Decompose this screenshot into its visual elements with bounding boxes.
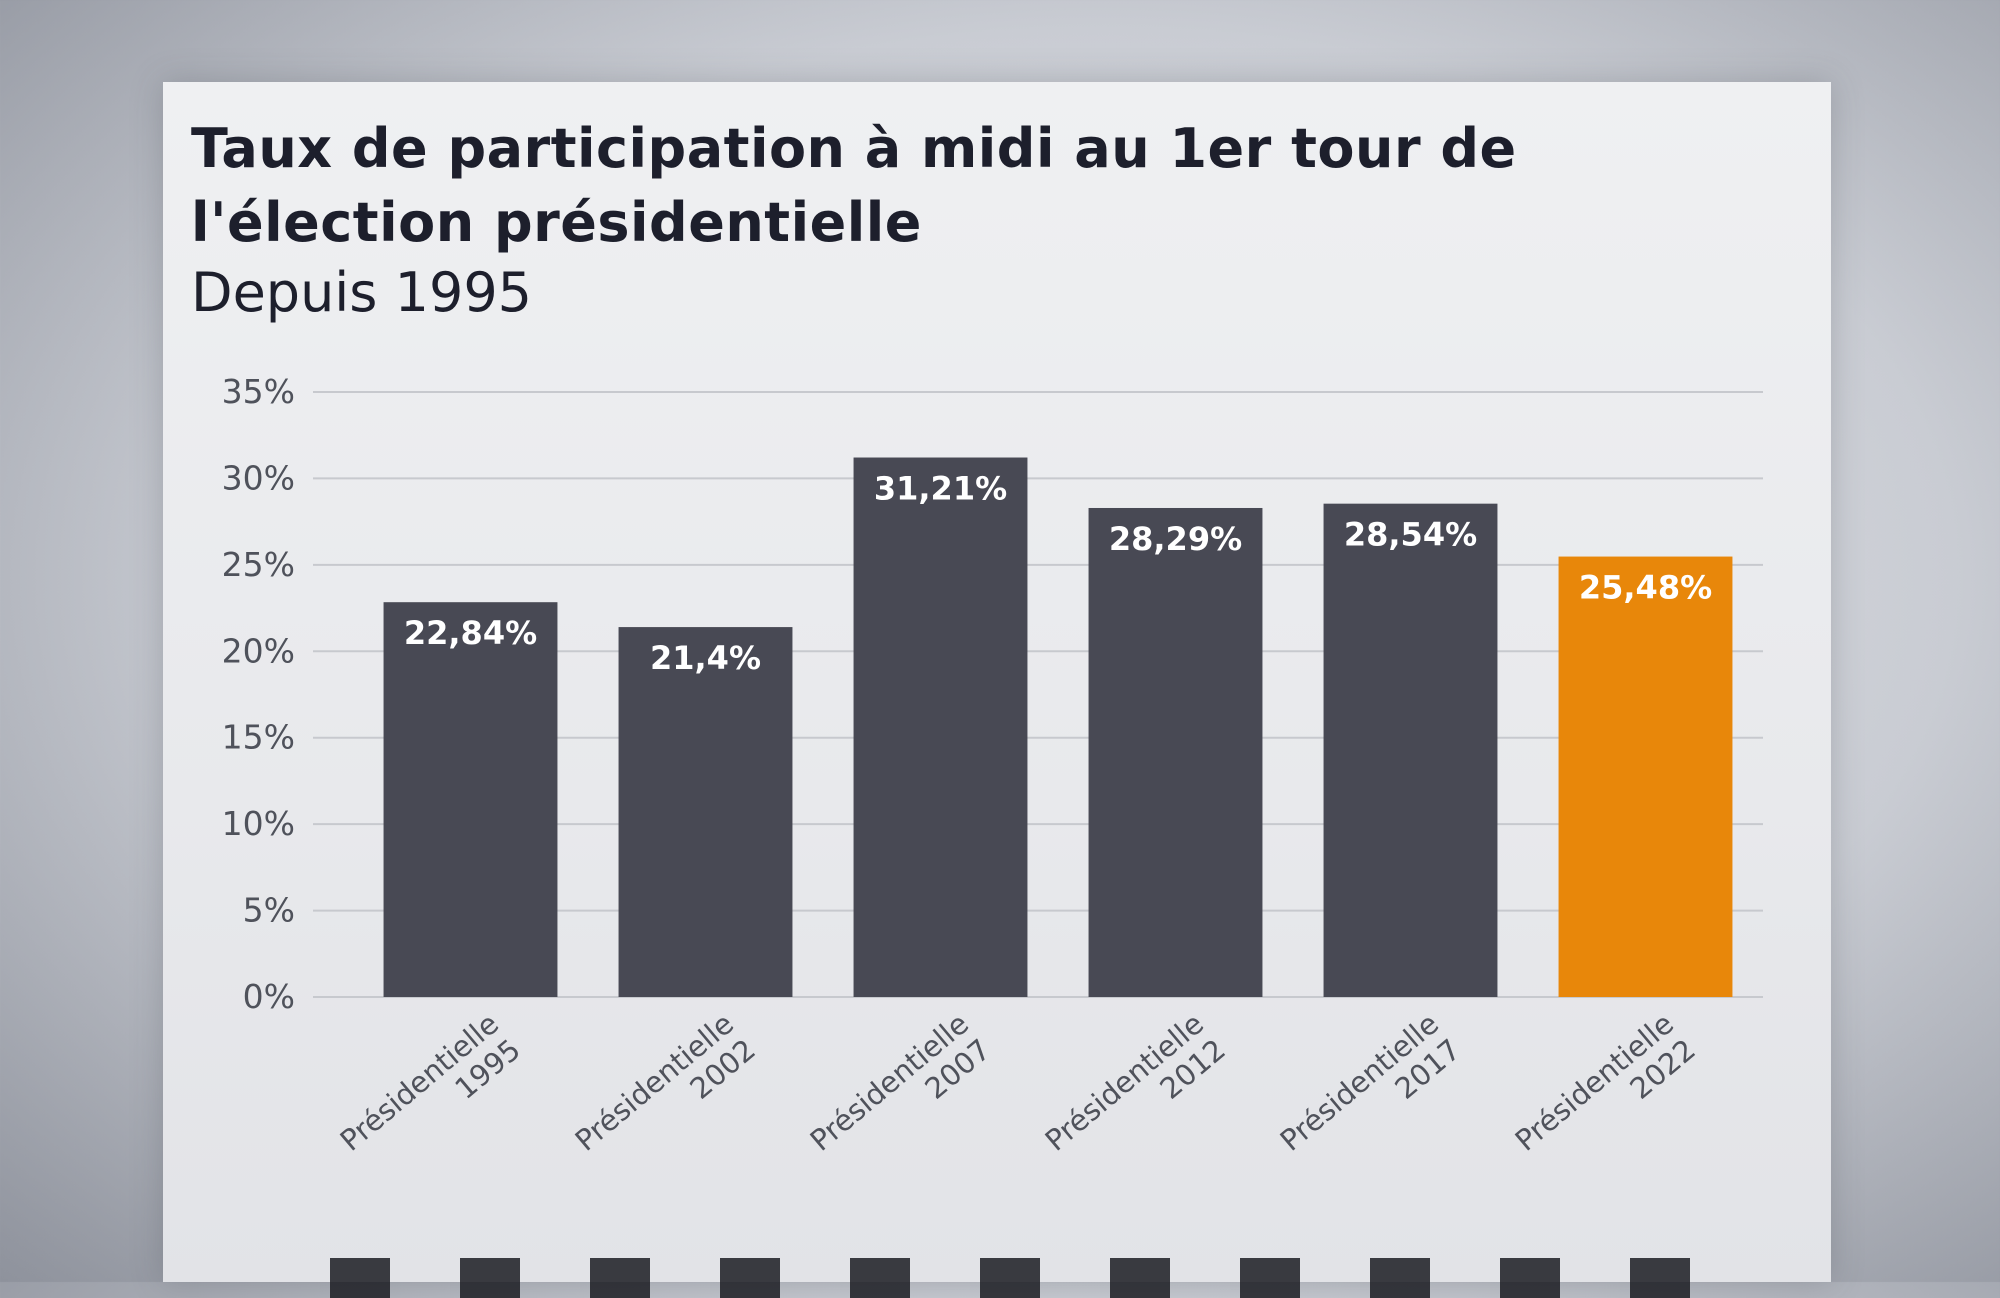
y-tick-label: 35% [222, 372, 295, 411]
x-tick-label-group: Présidentielle2002 [569, 1006, 762, 1184]
x-tick-label-group: Présidentielle2022 [1509, 1006, 1702, 1184]
background-text-fragment [330, 1258, 1710, 1298]
y-tick-label: 30% [222, 458, 295, 497]
bar-5 [1558, 556, 1733, 997]
bar-value-label: 31,21% [874, 470, 1007, 508]
x-tick-label: Présidentielle2012 [1039, 1006, 1232, 1184]
bar-0 [383, 602, 558, 997]
x-tick-label-group: Présidentielle2012 [1039, 1006, 1232, 1184]
x-tick-label: Présidentielle2002 [569, 1006, 762, 1184]
bar-value-label: 28,54% [1344, 516, 1477, 554]
y-tick-label: 5% [243, 891, 295, 930]
y-tick-label: 15% [222, 718, 295, 757]
x-tick-label: Présidentielle2007 [804, 1006, 997, 1184]
x-tick-label-group: Présidentielle2017 [1274, 1006, 1467, 1184]
y-tick-label: 10% [222, 804, 295, 843]
x-tick-label-group: Présidentielle2007 [804, 1006, 997, 1184]
bar-value-label: 28,29% [1109, 520, 1242, 558]
bar-1 [618, 627, 793, 997]
bar-value-label: 25,48% [1579, 569, 1712, 607]
bars [383, 457, 1733, 998]
x-tick-label: Présidentielle2022 [1509, 1006, 1702, 1184]
chart-card: Taux de participation à midi au 1er tour… [163, 82, 1831, 1282]
chart-title: Taux de participation à midi au 1er tour… [191, 117, 1517, 254]
y-tick-label: 20% [222, 631, 295, 670]
y-tick-label: 0% [243, 977, 295, 1016]
x-tick-label: Présidentielle1995 [334, 1006, 527, 1184]
bar-value-label: 22,84% [404, 614, 537, 652]
x-axis: Présidentielle1995 Présidentielle2002 Prés… [334, 1006, 1702, 1184]
value-labels: 22,84% 21,4% 31,21% 28,29% 28,54% 25,48% [404, 470, 1712, 678]
bar-4 [1323, 503, 1498, 997]
bar-value-label: 21,4% [650, 639, 761, 677]
bar-2 [853, 457, 1028, 998]
bar-3 [1088, 507, 1263, 997]
bar-chart: 0% 5% 10% 15% 20% 25% 30% 35% 22,84% 21,4% 31,21%… [222, 372, 1763, 1184]
chart-subtitle: Depuis 1995 [191, 261, 533, 324]
x-tick-label: Présidentielle2017 [1274, 1006, 1467, 1184]
y-tick-label: 25% [222, 545, 295, 584]
x-tick-label-group: Présidentielle1995 [334, 1006, 527, 1184]
y-axis: 0% 5% 10% 15% 20% 25% 30% 35% [222, 372, 295, 1016]
